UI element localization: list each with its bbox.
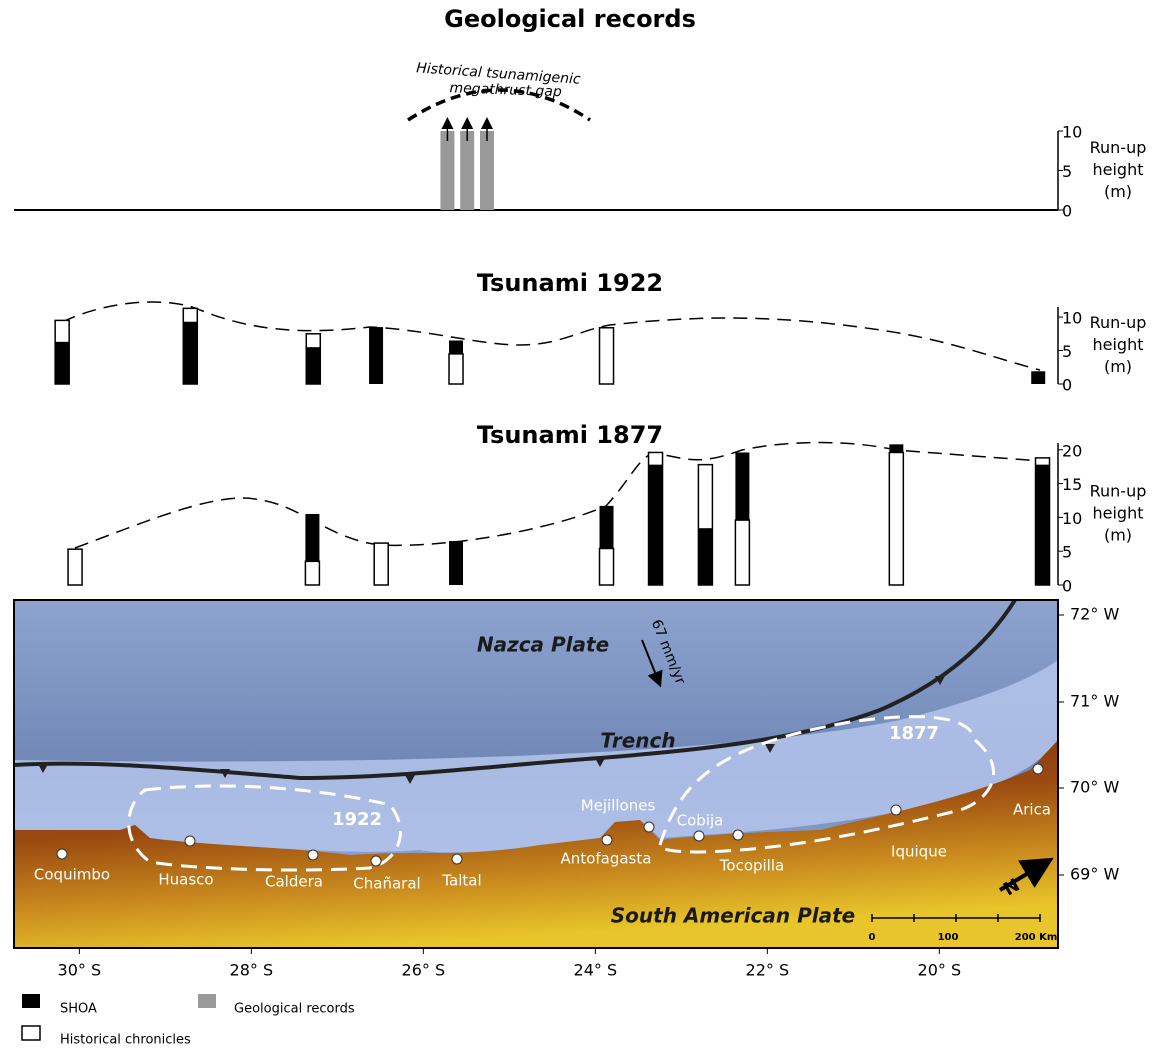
city-label: Cobija: [677, 812, 724, 830]
y-tick-label: 10: [1062, 509, 1082, 528]
bar: [735, 520, 749, 585]
city-marker: [57, 849, 67, 859]
city-label: Taltal: [441, 872, 481, 890]
y-tick-label: 5: [1062, 543, 1072, 562]
bar: [68, 549, 82, 585]
city-marker: [694, 831, 704, 841]
y-axis-label: Run-up: [1090, 138, 1147, 157]
bar: [600, 328, 614, 384]
y-tick-label: 5: [1062, 342, 1072, 361]
zone-label: 1922: [332, 809, 382, 830]
city-label: Chañaral: [353, 875, 420, 893]
scale-label: 200 Km: [1015, 932, 1058, 943]
y-axis-label: (m): [1104, 182, 1132, 201]
scale-label: 0: [869, 932, 876, 943]
x-tick-label: 24° S: [574, 961, 618, 980]
legend-label: Geological records: [234, 1002, 355, 1017]
city-label: Antofagasta: [561, 850, 652, 868]
legend-swatch-geological: [198, 994, 216, 1008]
legend-swatch-historical: [22, 1026, 40, 1040]
lon-label: 71° W: [1070, 692, 1119, 711]
bar: [480, 131, 494, 210]
legend-swatch-shoa: [22, 994, 40, 1008]
y-tick-label: 10: [1062, 309, 1082, 328]
y-axis-label: (m): [1104, 526, 1132, 545]
y-tick-label: 20: [1062, 441, 1082, 460]
city-marker: [452, 854, 462, 864]
city-label: Iquique: [891, 843, 947, 861]
y-axis-label: height: [1093, 504, 1144, 523]
bar: [1031, 371, 1045, 384]
plate-label: South American Plate: [611, 904, 855, 928]
city-label: Coquimbo: [34, 866, 110, 884]
annotation: megathrust gap: [449, 80, 562, 100]
plate-label: Nazca Plate: [477, 633, 609, 657]
x-tick-label: 22° S: [746, 961, 790, 980]
city-label: Mejillones: [581, 797, 656, 815]
legend-label: SHOA: [60, 1002, 97, 1017]
city-marker: [308, 850, 318, 860]
chart-title: Geological records: [444, 5, 696, 33]
y-axis-label: height: [1093, 335, 1144, 354]
bar: [183, 322, 197, 384]
city-marker: [891, 805, 901, 815]
y-tick-label: 15: [1062, 475, 1082, 494]
trench-label: Trench: [600, 729, 675, 753]
bar: [698, 528, 712, 585]
x-tick-label: 28° S: [230, 961, 274, 980]
city-marker: [644, 822, 654, 832]
city-marker: [1033, 764, 1043, 774]
y-axis-label: (m): [1104, 357, 1132, 376]
bar: [369, 327, 383, 384]
y-tick-label: 0: [1062, 202, 1072, 221]
city-marker: [371, 856, 381, 866]
bar: [305, 561, 319, 585]
city-marker: [185, 836, 195, 846]
y-tick-label: 0: [1062, 376, 1072, 395]
y-tick-label: 10: [1062, 123, 1082, 142]
legend-label: Historical chronicles: [60, 1033, 191, 1047]
y-axis-label: Run-up: [1090, 482, 1147, 501]
figure: SHOA Geological records Historical chron…: [0, 0, 1153, 1046]
bar: [449, 541, 463, 585]
city-label: Huasco: [158, 871, 213, 889]
lon-label: 70° W: [1070, 778, 1119, 797]
city-marker: [733, 830, 743, 840]
bar: [600, 548, 614, 585]
bar: [55, 342, 69, 384]
city-label: Caldera: [265, 873, 323, 891]
x-tick-label: 30° S: [58, 961, 102, 980]
chart-title: Tsunami 1922: [477, 269, 663, 297]
bar: [306, 347, 320, 384]
y-axis-label: height: [1093, 160, 1144, 179]
y-tick-label: 0: [1062, 577, 1072, 596]
bar: [440, 131, 454, 210]
chart-title: Tsunami 1877: [477, 421, 663, 449]
bar: [460, 131, 474, 210]
x-tick-label: 20° S: [918, 961, 962, 980]
y-tick-label: 5: [1062, 162, 1072, 181]
city-label: Arica: [1013, 801, 1051, 819]
bar: [649, 465, 663, 585]
lon-label: 69° W: [1070, 865, 1119, 884]
bar: [449, 354, 463, 384]
y-axis-label: Run-up: [1090, 313, 1147, 332]
x-tick-label: 26° S: [402, 961, 446, 980]
bar: [889, 452, 903, 585]
bar: [374, 543, 388, 585]
bar: [1036, 465, 1050, 585]
city-label: Tocopilla: [719, 857, 784, 875]
city-marker: [602, 835, 612, 845]
zone-label: 1877: [889, 723, 939, 744]
scale-label: 100: [938, 932, 959, 943]
envelope-1922: [62, 302, 1040, 370]
lon-label: 72° W: [1070, 605, 1119, 624]
